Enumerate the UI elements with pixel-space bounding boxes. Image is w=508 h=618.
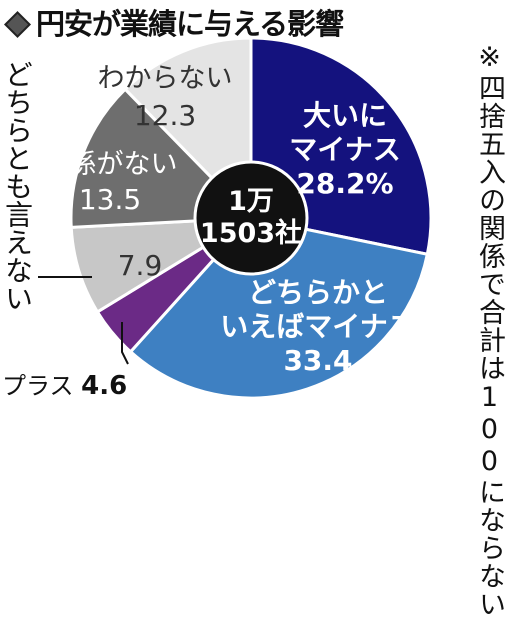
- pie-slice-somewhat-minus: [128, 216, 430, 400]
- slice-label-somewhat-minus: どちらかと: [248, 276, 388, 309]
- slice-label-unknown: わからない: [98, 63, 233, 94]
- slice-value-major-minus: 28.2%: [296, 167, 393, 200]
- center-label-line: 1万: [228, 186, 274, 217]
- center-hole: [193, 160, 309, 276]
- slice-label-neutral: どちらとも言えない: [1, 60, 34, 312]
- slice-value-unknown: 12.3: [134, 99, 196, 132]
- slice-label-somewhat-minus: いえばマイナス: [220, 310, 415, 343]
- title-text: 円安が業績に与える影響: [36, 7, 344, 41]
- slice-value-neutral: 7.9: [118, 249, 163, 282]
- slice-label-major-minus: マイナス: [289, 133, 400, 166]
- slice-value-somewhat-minus: 33.4: [283, 344, 352, 377]
- slice-value-plus: 4.6: [81, 371, 128, 401]
- center-label-line: 1503社: [200, 217, 302, 249]
- leader-line-plus: [121, 322, 129, 365]
- chart-title: 円安が業績に与える影響: [2, 1, 344, 43]
- slice-label-major-minus: 大いに: [303, 99, 387, 132]
- slice-label-unrelated: 関係がない: [43, 149, 178, 180]
- slice-value-unrelated: 13.5: [79, 183, 141, 216]
- rounding-note: ※四捨五入の関係で合計は100にならない: [474, 42, 505, 618]
- slice-label-plus: プラス 4.6: [2, 366, 127, 401]
- slice-label-plus-name: プラス: [2, 372, 74, 400]
